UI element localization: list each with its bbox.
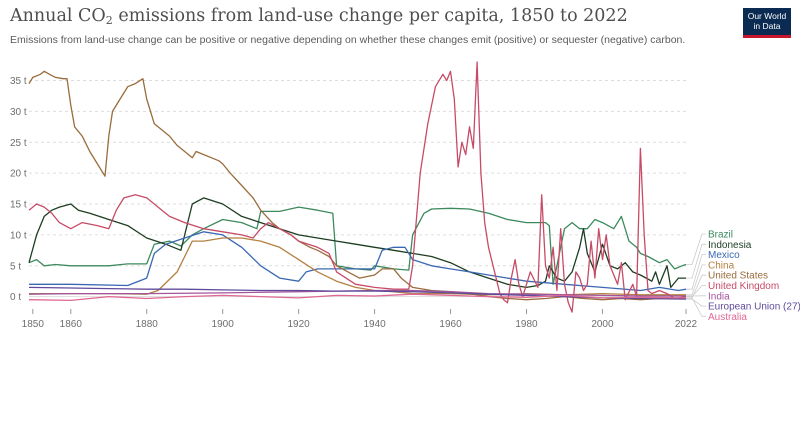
series-line[interactable] — [28, 61, 687, 313]
y-tick-label: 0 t — [10, 292, 21, 303]
legend-connector — [686, 264, 706, 296]
legend-label[interactable]: Mexico — [708, 250, 740, 261]
series-line[interactable] — [28, 206, 687, 285]
x-tick-label: 1980 — [515, 319, 538, 330]
series-line[interactable] — [28, 286, 687, 300]
x-tick-label: 1900 — [212, 319, 235, 330]
chart-subtitle: Emissions from land-use change can be po… — [10, 34, 686, 46]
legend-connector — [686, 233, 706, 265]
y-tick-label: 10 t — [10, 230, 27, 241]
series-line[interactable] — [28, 197, 686, 289]
legend-label[interactable]: European Union (27) — [708, 302, 800, 313]
y-tick-label: 25 t — [10, 138, 27, 149]
y-axis-ticks: 0 t 5 t 10 t 15 t 20 t 25 t 30 t 35 t — [10, 76, 27, 303]
series-line[interactable] — [29, 231, 687, 292]
legend-connector — [686, 274, 706, 299]
title-subscript: 2 — [105, 14, 113, 27]
x-tick-label: 2000 — [591, 319, 614, 330]
x-tick-label: 1850 — [22, 319, 45, 330]
logo-line-2: in Data — [753, 21, 781, 31]
legend-connector — [686, 285, 706, 297]
logo-line-1: Our World — [747, 11, 787, 21]
title-text-end: emissions from land-use change per capit… — [112, 6, 628, 26]
legend-connector — [686, 298, 706, 307]
series-line[interactable] — [28, 70, 686, 301]
series-layer — [28, 61, 687, 313]
x-axis-ticks: 1850 1860 1880 1900 1920 1940 1960 1980 2000 2022 — [22, 309, 698, 330]
legend-label[interactable]: Indonesia — [708, 240, 752, 251]
x-tick-label: 2022 — [675, 319, 698, 330]
legend-label[interactable]: United States — [708, 271, 768, 282]
legend-connector — [686, 243, 706, 279]
legend-label[interactable]: China — [708, 260, 735, 271]
y-tick-label: 35 t — [10, 76, 27, 87]
x-tick-label: 1940 — [363, 319, 386, 330]
legend-label[interactable]: Brazil — [708, 230, 733, 241]
page-title: Annual CO2 emissions from land-use chang… — [10, 6, 628, 27]
y-tick-label: 15 t — [10, 200, 27, 211]
legend-label[interactable]: United Kingdom — [708, 281, 779, 292]
series-line[interactable] — [28, 293, 687, 302]
x-tick-label: 1960 — [439, 319, 462, 330]
y-tick-label: 30 t — [10, 107, 27, 118]
x-tick-label: 1880 — [136, 319, 159, 330]
series-line[interactable] — [28, 289, 686, 297]
legend-connector — [686, 254, 706, 290]
x-tick-label: 1920 — [288, 319, 311, 330]
owid-logo[interactable]: Our World in Data — [743, 8, 791, 38]
legend-label[interactable]: Australia — [708, 312, 747, 323]
x-tick-label: 1860 — [60, 319, 83, 330]
legend-connector — [686, 297, 706, 317]
y-tick-label: 20 t — [10, 169, 27, 180]
y-tick-label: 5 t — [10, 261, 21, 272]
legend-label[interactable]: India — [708, 291, 730, 302]
title-text-start: Annual CO — [10, 6, 106, 26]
